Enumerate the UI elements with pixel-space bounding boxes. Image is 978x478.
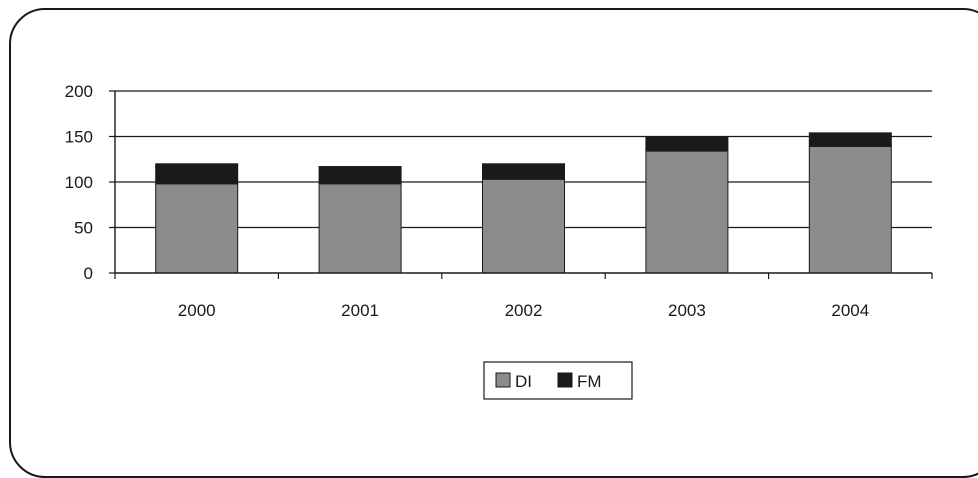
y-tick-label-150: 150 xyxy=(65,128,93,147)
bar-fm-2003 xyxy=(645,136,729,152)
x-tick-label-2004: 2004 xyxy=(831,301,869,320)
bar-fm-2001 xyxy=(318,166,402,185)
x-tick-labels: 2000 2001 2002 2003 2004 xyxy=(178,301,869,320)
y-tick-label-50: 50 xyxy=(74,219,93,238)
x-tick-label-2003: 2003 xyxy=(668,301,706,320)
bar-di-2004 xyxy=(808,146,892,274)
bar-fm-2002 xyxy=(482,163,565,180)
bars xyxy=(155,132,892,274)
legend-swatch-fm xyxy=(557,372,573,388)
legend-label-di: DI xyxy=(515,372,532,391)
legend-label-fm: FM xyxy=(577,372,602,391)
bar-fm-2004 xyxy=(808,132,892,148)
y-tick-label-200: 200 xyxy=(65,82,93,101)
stacked-bar-chart: 0 50 100 150 200 2000 2001 2002 2003 2004 DI FM xyxy=(65,82,933,400)
bar-di-2000 xyxy=(155,183,239,274)
y-tick-label-0: 0 xyxy=(84,264,93,283)
bar-fm-2000 xyxy=(155,163,239,185)
x-tick-label-2001: 2001 xyxy=(341,301,379,320)
x-tick-label-2000: 2000 xyxy=(178,301,216,320)
y-tick-labels: 0 50 100 150 200 xyxy=(65,82,93,283)
y-tick-label-100: 100 xyxy=(65,173,93,192)
legend-swatch-di xyxy=(495,372,511,388)
x-tick-label-2002: 2002 xyxy=(505,301,543,320)
legend: DI FM xyxy=(483,361,633,400)
bar-di-2002 xyxy=(482,178,565,274)
bar-di-2001 xyxy=(318,183,402,274)
axes xyxy=(109,90,933,279)
bar-di-2003 xyxy=(645,150,729,274)
